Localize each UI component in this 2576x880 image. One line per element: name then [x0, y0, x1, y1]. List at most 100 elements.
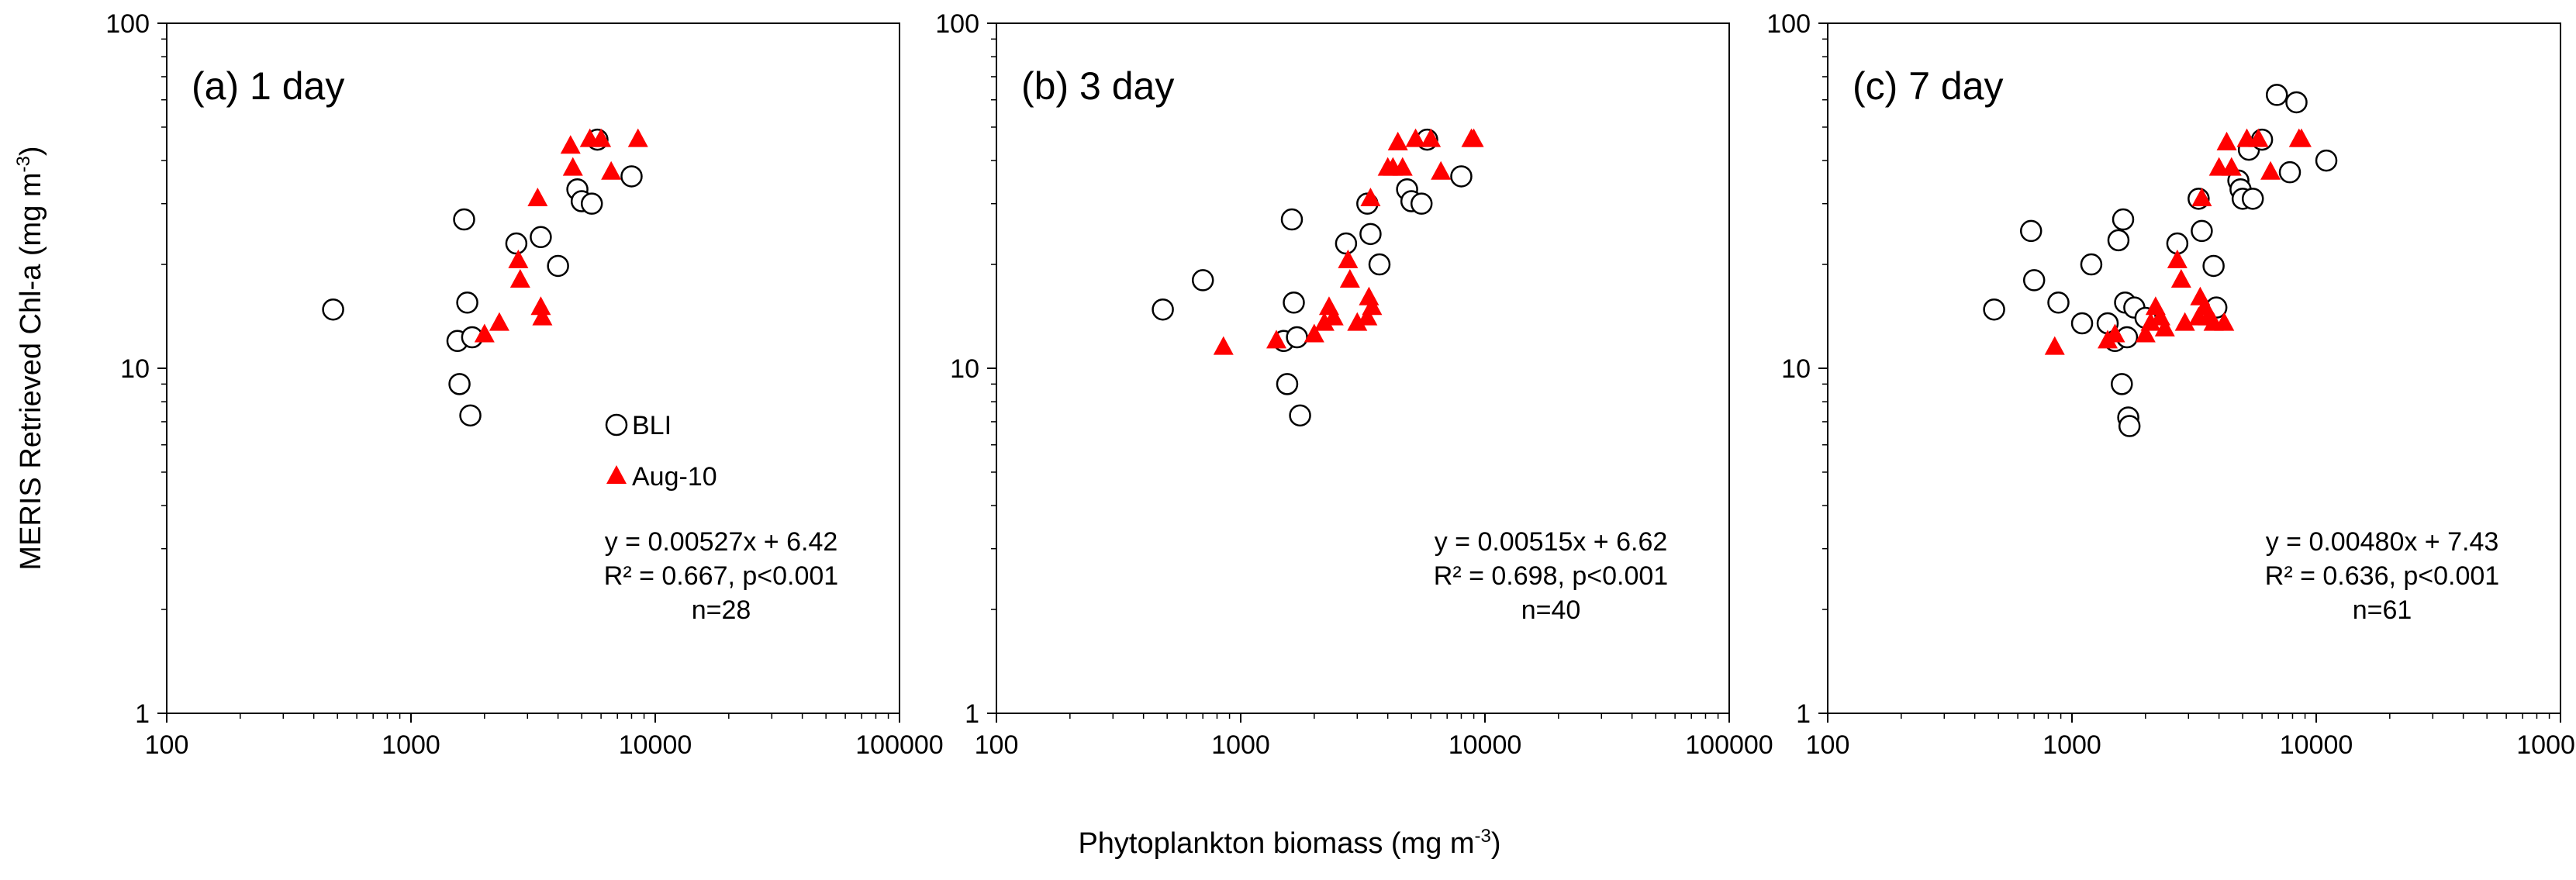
panel-3-bli-point	[2118, 415, 2141, 437]
panel-2-aug10-point	[1323, 306, 1344, 326]
panel-3-x-tick-label: 1000	[2042, 730, 2101, 760]
panel-1-aug10-point	[508, 249, 529, 268]
panel-2-aug10-point	[1314, 312, 1335, 331]
x-axis-title: Phytoplankton biomass (mg m-3)	[1078, 826, 1500, 860]
panel-1-bli-point	[456, 292, 478, 314]
panel-1-aug10-point	[489, 312, 509, 331]
panel-1: 100 1000 10000 100000 1 10 100 (a) 1 day BLI Aug-…	[105, 9, 943, 760]
panel-3-bli-point	[2019, 219, 2042, 243]
panel-1-y-tick-label: 100	[105, 9, 150, 39]
panel-3-bli-point	[2112, 208, 2135, 231]
panel-2-aug10-point	[1362, 296, 1383, 316]
panel-1-annotation-line: y = 0.00527x + 6.42	[605, 527, 838, 557]
panel-3-bli-point	[2080, 253, 2103, 276]
panel-1-aug10-point	[601, 160, 622, 180]
x-axis-title-sup: -3	[1475, 826, 1491, 847]
panel-3-aug10-point	[2174, 312, 2195, 331]
panel-1-aug10-point	[527, 187, 548, 206]
panel-3-aug10-point	[2221, 157, 2242, 176]
panel-2-aug10-point	[1357, 306, 1378, 326]
panel-2-aug10-point	[1421, 128, 1442, 147]
panel-2-bli-point	[1276, 373, 1299, 395]
panel-2-aug10-point	[1431, 160, 1452, 180]
panel-2-bli-point	[1191, 269, 1214, 292]
panel-2-bli-point	[1335, 232, 1358, 255]
panel-2-annotation-line: n=40	[1521, 595, 1581, 625]
panel-2-title: (b) 3 day	[1021, 64, 1174, 108]
panel-3-aug10-point	[2140, 312, 2161, 331]
panel-3-bli-point	[2202, 254, 2225, 278]
panel-2-bli-point	[1286, 326, 1308, 349]
panel-3-aug10-point	[2135, 323, 2156, 343]
panel-1-bli-point	[459, 404, 482, 427]
x-axis-title-main: Phytoplankton biomass (mg m	[1078, 827, 1474, 860]
panel-1-bli-point	[322, 298, 344, 321]
panel-3-plot-frame	[1827, 22, 2561, 714]
panel-2-aug10-point	[1405, 128, 1426, 147]
panel-2-x-tick-label: 10000	[1449, 730, 1522, 760]
panel-2-annotation-line: y = 0.00515x + 6.62	[1435, 527, 1668, 557]
panel-2-bli-point	[1450, 165, 1473, 188]
panel-1-legend-bli-marker	[605, 413, 628, 437]
panel-1-x-tick-label: 100000	[855, 730, 943, 760]
panel-3-aug10-point	[2214, 312, 2235, 331]
panel-1-annotation-line: R² = 0.667, p<0.001	[604, 561, 838, 591]
panel-1-aug10-point	[560, 135, 581, 154]
panel-1-aug10-point	[509, 269, 530, 288]
panel-3-y-tick-label: 100	[1766, 9, 1811, 39]
panel-3-x-tick-label: 100	[1806, 730, 1850, 760]
panel-1-x-tick-label: 100	[145, 730, 189, 760]
panel-1-x-tick-label: 10000	[619, 730, 692, 760]
panel-1-legend-aug10-label: Aug-10	[632, 462, 717, 492]
panel-1-bli-point	[580, 192, 603, 215]
panel-1-bli-point	[620, 165, 643, 188]
x-axis-title-tail: )	[1491, 827, 1501, 860]
panel-3-x-tick-label: 100000	[2516, 730, 2576, 760]
panel-2-aug10-point	[1347, 312, 1368, 331]
panel-3-bli-point	[2265, 84, 2288, 106]
y-axis-title-main: MERIS Retrieved Chl-a (mg m	[15, 172, 47, 570]
panel-3-bli-point	[2022, 269, 2046, 292]
panel-2-x-tick-label: 100	[975, 730, 1019, 760]
panel-1-annotation-line: n=28	[692, 595, 751, 625]
panel-1-aug10-point	[532, 306, 553, 326]
panel-3-y-tick-label: 10	[1781, 354, 1811, 384]
panel-3-aug10-point	[2291, 128, 2312, 147]
panel-3-bli-point	[2315, 149, 2338, 172]
panel-1-y-tick-label: 1	[135, 699, 150, 729]
panel-3-aug10-point	[2194, 296, 2215, 316]
panel-2-annotation-line: R² = 0.698, p<0.001	[1434, 561, 1668, 591]
panel-1-y-tick-label: 10	[120, 354, 150, 384]
panel-1-bli-point	[547, 254, 569, 278]
panel-2-bli-point	[1280, 208, 1304, 231]
panel-1-title: (a) 1 day	[192, 64, 344, 108]
panel-3-aug10-point	[2105, 323, 2125, 343]
panel-1-aug10-point	[562, 157, 583, 176]
panel-2-aug10-point	[1338, 249, 1359, 268]
panel-3-bli-point	[2070, 312, 2094, 335]
panel-1-bli-point	[505, 232, 528, 255]
panel-3-bli-point	[2241, 188, 2264, 210]
panel-3-y-tick-label: 1	[1796, 699, 1811, 729]
panel-3-bli-point	[2047, 292, 2070, 314]
panel-2-aug10-point	[1360, 187, 1381, 206]
panel-2-y-tick-label: 10	[950, 354, 979, 384]
panel-3-aug10-point	[2191, 187, 2212, 206]
panel-3-bli-point	[2107, 229, 2130, 252]
panel-1-aug10-point	[474, 323, 495, 343]
panel-3-aug10-point	[2154, 317, 2175, 336]
panel-1-aug10-point	[591, 128, 612, 147]
y-axis-title: MERIS Retrieved Chl-a (mg m-3)	[13, 146, 47, 570]
panel-2-bli-point	[1359, 223, 1382, 246]
panel-3-title: (c) 7 day	[1853, 64, 2004, 108]
panel-3-aug10-point	[2167, 249, 2188, 268]
panel-2-aug10-point	[1463, 128, 1484, 147]
panel-1-bli-point	[453, 208, 475, 231]
panel-3-bli-point	[2278, 160, 2301, 184]
panel-3-x-tick-label: 10000	[2280, 730, 2353, 760]
panel-1-x-tick-label: 1000	[382, 730, 440, 760]
panel-2-aug10-point	[1213, 336, 1234, 355]
panel-3-aug10-point	[2216, 131, 2237, 150]
panel-3-annotation-line: y = 0.00480x + 7.43	[2266, 527, 2499, 557]
panel-2: 100 1000 10000 100000 1 10 100 (b) 3 day y = 0.0…	[935, 9, 1773, 760]
